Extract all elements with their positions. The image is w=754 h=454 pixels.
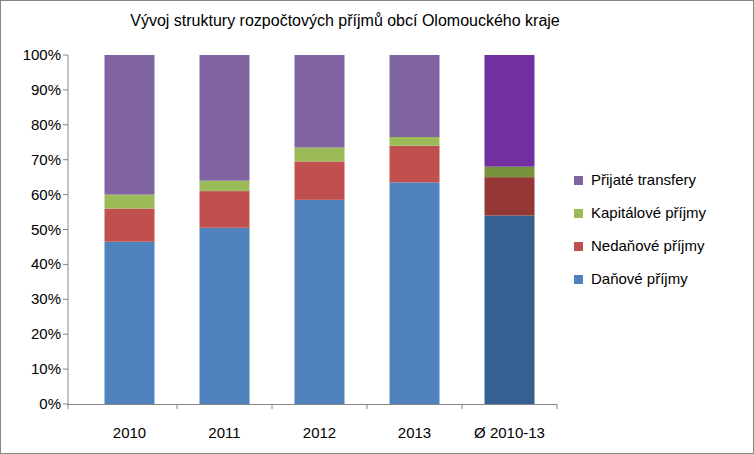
legend-label: Přijaté transfery — [591, 171, 697, 188]
y-tick — [63, 159, 68, 160]
y-tick — [63, 124, 68, 125]
bar-segment — [390, 182, 440, 404]
y-tick-label: 20% — [31, 325, 61, 342]
y-tick — [63, 229, 68, 230]
bar-segment — [105, 209, 155, 242]
bar-segment — [390, 146, 440, 183]
bar-segment — [105, 242, 155, 404]
legend-label: Kapitálové příjmy — [591, 204, 707, 221]
bar-segment — [485, 55, 535, 167]
bar-segment — [295, 161, 345, 199]
bar-segment — [295, 200, 345, 404]
bar-segment — [105, 195, 155, 209]
x-tick-label: 2013 — [398, 424, 431, 441]
x-tick-label: 2012 — [303, 424, 336, 441]
title: Vývoj struktury rozpočtových příjmů obcí… — [130, 12, 560, 29]
y-tick — [63, 404, 68, 405]
bar-segment — [295, 147, 345, 161]
chart-frame — [1, 1, 754, 454]
legend-swatch — [574, 275, 583, 284]
x-tick — [272, 404, 273, 409]
y-tick — [63, 299, 68, 300]
x-axis — [68, 404, 557, 405]
bar-segment — [200, 181, 250, 191]
bar-segment — [200, 191, 250, 228]
bars — [105, 55, 535, 404]
y-tick — [63, 89, 68, 90]
y-tick-label: 80% — [31, 116, 61, 133]
x-tick-label: 2010 — [113, 424, 146, 441]
chart: Vývoj struktury rozpočtových příjmů obcí… — [0, 0, 754, 454]
y-tick — [63, 334, 68, 335]
bar-segment — [390, 55, 440, 137]
x-tick-label: Ø 2010-13 — [474, 424, 545, 441]
y-tick-label: 0% — [39, 395, 61, 412]
bar-segment — [295, 55, 345, 147]
legend-swatch — [574, 176, 583, 185]
x-tick — [367, 404, 368, 409]
y-tick-label: 60% — [31, 186, 61, 203]
bar-segment — [200, 228, 250, 404]
y-tick-label: 40% — [31, 255, 61, 272]
bar-segment — [485, 216, 535, 404]
legend-label: Daňové příjmy — [591, 270, 688, 287]
y-tick-label: 70% — [31, 151, 61, 168]
x-tick — [557, 404, 558, 409]
bar-segment — [105, 55, 155, 195]
bar-segment — [390, 137, 440, 146]
y-tick — [63, 194, 68, 195]
legend: Přijaté transfery Kapitálové příjmy Nedaňo… — [574, 171, 707, 287]
y-tick — [63, 369, 68, 370]
bar-segment — [485, 177, 535, 215]
x-tick — [462, 404, 463, 409]
y-tick-label: 10% — [31, 360, 61, 377]
x-tick — [177, 404, 178, 409]
y-tick-label: 100% — [23, 46, 61, 63]
bar-segment — [485, 167, 535, 177]
y-tick-label: 50% — [31, 221, 61, 238]
y-tick — [63, 55, 68, 56]
bar-segment — [200, 55, 250, 181]
x-tick-label: 2011 — [208, 424, 240, 441]
x-tick — [68, 404, 69, 409]
legend-label: Nedaňové příjmy — [591, 237, 705, 254]
legend-swatch — [574, 242, 583, 251]
y-tick-label: 30% — [31, 290, 61, 307]
y-tick — [63, 264, 68, 265]
y-tick-label: 90% — [31, 81, 61, 98]
legend-swatch — [574, 209, 583, 218]
